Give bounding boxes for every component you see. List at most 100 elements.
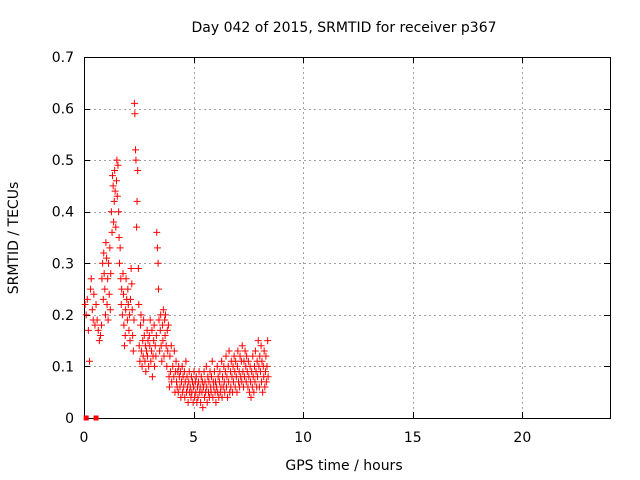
data-point: [260, 347, 268, 355]
data-point: [146, 316, 154, 324]
data-point: [131, 110, 139, 118]
data-point: [102, 239, 110, 247]
data-point: [103, 301, 111, 309]
data-point: [170, 347, 178, 355]
data-point: [164, 321, 172, 329]
y-tick-label: 0: [65, 411, 74, 427]
data-point: [147, 357, 155, 365]
data-point: [197, 399, 205, 407]
data-point: [208, 357, 216, 365]
data-point: [161, 316, 169, 324]
data-point: [141, 357, 149, 365]
grid: [84, 57, 610, 418]
data-point: [105, 259, 113, 267]
data-point: [167, 342, 175, 350]
data-point: [123, 316, 131, 324]
data-point: [152, 331, 160, 339]
data-point: [200, 368, 208, 376]
data-point: [105, 290, 113, 298]
data-point: [129, 347, 137, 355]
x-tick-label: 5: [189, 430, 198, 446]
data-point: [100, 249, 108, 257]
data-point: [208, 373, 216, 381]
data-point: [236, 352, 244, 360]
data-point: [133, 223, 141, 231]
data-point: [117, 301, 125, 309]
data-point: [125, 326, 133, 334]
data-point: [202, 362, 210, 370]
data-point: [197, 373, 205, 381]
data-point: [241, 347, 249, 355]
plot-frame: [84, 57, 611, 419]
data-point: [110, 218, 118, 226]
data-point: [212, 399, 220, 407]
data-point: [151, 342, 159, 350]
y-tick-label: 0.1: [52, 359, 74, 375]
data-point: [153, 244, 161, 252]
data-point: [115, 208, 123, 216]
data-point: [120, 321, 128, 329]
data-point: [244, 357, 252, 365]
data-point: [199, 404, 207, 412]
data-point: [124, 301, 132, 309]
data-point: [251, 347, 259, 355]
data-point: [118, 285, 126, 293]
data-point: [264, 337, 272, 345]
data-point: [156, 326, 164, 334]
data-point: [209, 393, 217, 401]
data-point: [151, 362, 159, 370]
data-point: [264, 373, 272, 381]
data-point: [234, 347, 242, 355]
data-point: [233, 388, 241, 396]
x-tick-label: 15: [404, 430, 422, 446]
data-point: [94, 326, 102, 334]
data-point: [138, 362, 146, 370]
data-point: [121, 331, 129, 339]
data-point: [156, 347, 164, 355]
data-point: [254, 337, 262, 345]
data-point: [107, 208, 115, 216]
data-point: [81, 301, 89, 309]
x-tick-label: 10: [294, 430, 312, 446]
data-point: [106, 244, 114, 252]
data-point: [128, 280, 136, 288]
y-tick-label: 0.4: [52, 205, 74, 221]
data-point: [249, 352, 257, 360]
data-point: [257, 342, 265, 350]
data-point: [258, 357, 266, 365]
data-point: [112, 177, 120, 185]
data-point: [162, 311, 170, 319]
data-point: [165, 383, 173, 391]
data-point: [114, 161, 122, 169]
data-point: [251, 378, 259, 386]
data-point: [166, 352, 174, 360]
data-point: [243, 352, 251, 360]
data-point: [101, 285, 109, 293]
zero-data-point: [83, 415, 89, 421]
data-point: [194, 393, 202, 401]
data-point: [263, 362, 271, 370]
data-point: [103, 254, 111, 262]
data-point: [182, 357, 190, 365]
data-point: [172, 357, 180, 365]
data-point: [247, 393, 255, 401]
data-point: [230, 352, 238, 360]
data-point: [121, 342, 129, 350]
data-point: [83, 295, 91, 303]
data-point: [181, 393, 189, 401]
data-point: [126, 295, 134, 303]
data-point: [142, 368, 150, 376]
data-point: [132, 156, 140, 164]
x-tick-label: 0: [80, 430, 89, 446]
data-point: [262, 352, 270, 360]
y-axis-label: SRMTID / TECUs: [6, 182, 22, 295]
data-point: [145, 331, 153, 339]
x-axis-label: GPS time / hours: [285, 458, 402, 474]
data-point: [99, 295, 107, 303]
data-point: [150, 337, 158, 345]
y-tick-label: 0.3: [52, 256, 74, 272]
data-point: [163, 362, 171, 370]
data-point: [238, 342, 246, 350]
data-point: [134, 166, 142, 174]
